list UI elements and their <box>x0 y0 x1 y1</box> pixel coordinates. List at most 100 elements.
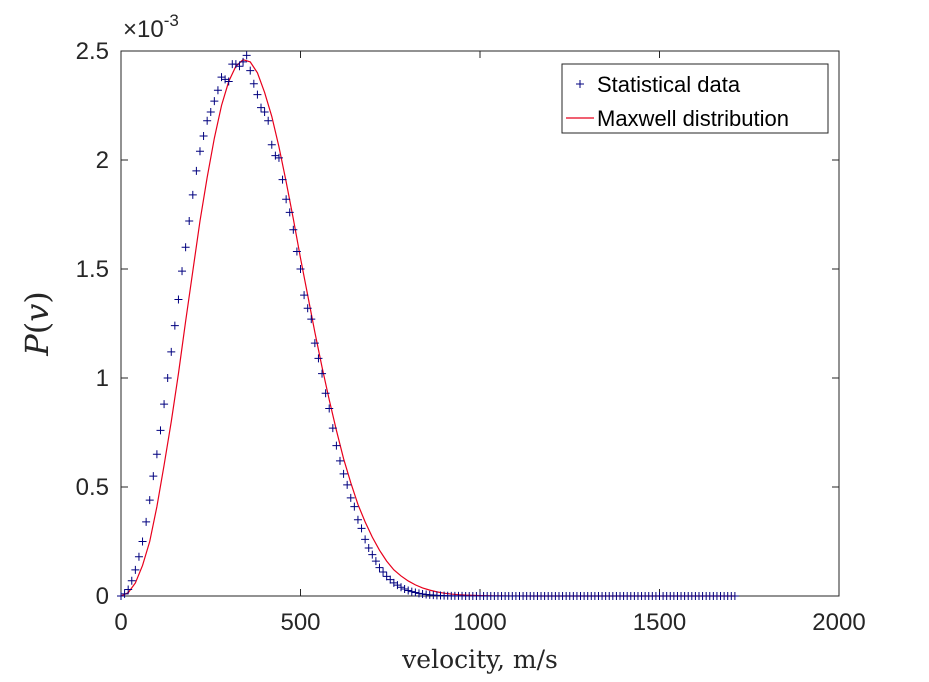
y-axis-exponent-label: ×10-3 <box>123 11 179 43</box>
statistical-data-point <box>303 304 312 313</box>
statistical-data-point <box>368 550 377 559</box>
statistical-data-point <box>289 225 298 234</box>
statistical-data-point <box>407 587 416 596</box>
statistical-data-point <box>325 404 334 413</box>
x-tick-label: 1500 <box>633 609 686 636</box>
statistical-data-point <box>192 166 201 175</box>
y-axis-ticks: 0 0.5 1 1.5 2 2.5 <box>76 38 839 610</box>
x-tick-label: 500 <box>280 609 320 636</box>
y-tick-label: 0.5 <box>76 474 109 501</box>
statistical-data-point <box>371 557 380 566</box>
statistical-data-point <box>296 265 305 273</box>
statistical-data-point <box>156 426 165 435</box>
statistical-data-point <box>335 456 344 465</box>
statistical-data-point <box>203 116 212 125</box>
statistical-data-point <box>163 374 172 382</box>
statistical-data-point <box>414 589 423 598</box>
statistical-data-point <box>246 66 255 75</box>
statistical-data-point <box>332 441 341 450</box>
y-tick-label: 0 <box>96 583 109 610</box>
statistical-data-point <box>185 217 194 226</box>
statistical-data-point <box>152 450 161 459</box>
statistical-data-point <box>253 90 262 99</box>
statistical-data-point <box>131 565 140 574</box>
x-axis-title: velocity, m/s <box>401 645 558 674</box>
statistical-data-point <box>160 400 169 409</box>
statistical-data-point <box>343 480 352 489</box>
statistical-data-point <box>404 586 413 595</box>
statistical-data-point <box>224 77 233 86</box>
legend-statistical-marker <box>576 80 584 88</box>
legend-plus-mark <box>576 80 584 88</box>
statistical-data-point <box>239 57 248 66</box>
legend-box <box>561 63 829 134</box>
statistical-data-point <box>285 208 294 217</box>
statistical-data-point <box>278 175 287 184</box>
statistical-data-point <box>375 563 384 572</box>
legend: Statistical data Maxwell distribution <box>561 63 829 134</box>
statistical-data-point <box>249 79 258 88</box>
legend-maxwell-label: Maxwell distribution <box>597 106 789 131</box>
x-axis-ticks: 0 500 1000 1500 2000 <box>114 51 866 636</box>
legend-statistical-label: Statistical data <box>597 72 741 97</box>
x-tick-label: 2000 <box>812 609 865 636</box>
statistical-data-point <box>134 552 143 561</box>
statistical-data-point <box>149 472 158 481</box>
statistical-data-point <box>260 108 269 117</box>
y-tick-label: 1 <box>96 365 109 392</box>
statistical-data-point <box>382 572 391 581</box>
statistical-data-point <box>170 321 179 330</box>
statistical-data-point <box>314 354 323 363</box>
y-tick-label: 2 <box>96 147 109 174</box>
statistical-data-point <box>235 62 244 71</box>
statistical-data-point <box>124 585 133 594</box>
statistical-data-point <box>210 97 219 106</box>
x-tick-label: 0 <box>114 609 127 636</box>
statistical-data-point <box>195 147 204 156</box>
statistical-data-point <box>142 517 151 526</box>
statistical-data-point <box>730 592 739 600</box>
statistical-data-point <box>120 589 129 598</box>
statistical-data-point <box>300 291 309 300</box>
statistical-data-point <box>267 140 276 149</box>
statistical-data-point <box>350 502 359 511</box>
statistical-data-point <box>206 108 215 117</box>
statistical-data-point <box>274 153 283 162</box>
statistical-data-point <box>181 243 190 252</box>
statistical-data-point <box>242 51 251 60</box>
statistical-data-point <box>353 515 362 524</box>
statistical-data-point <box>174 295 183 304</box>
statistical-data-point <box>357 524 366 533</box>
statistical-data-point <box>379 568 388 577</box>
statistical-data-point <box>213 86 222 95</box>
y-tick-label: 2.5 <box>76 38 109 65</box>
statistical-data-point <box>282 195 291 204</box>
statistical-data-point <box>188 190 197 199</box>
statistical-data-point <box>292 247 301 256</box>
plot-area <box>120 50 840 597</box>
statistical-data-point <box>257 103 266 112</box>
statistical-data-point <box>346 493 355 502</box>
statistical-data-point <box>307 315 316 324</box>
statistical-data-point <box>145 496 154 505</box>
statistical-data-point <box>397 583 406 592</box>
statistical-data-point <box>318 369 327 378</box>
y-tick-label: 1.5 <box>76 256 109 283</box>
statistical-data-point <box>264 116 273 125</box>
x-tick-label: 1000 <box>453 609 506 636</box>
statistical-data-point <box>339 469 348 478</box>
statistical-data-point <box>411 588 420 597</box>
statistical-data-series <box>117 51 739 600</box>
statistical-data-point <box>321 389 330 398</box>
statistical-data-point <box>138 537 147 546</box>
statistical-data-point <box>199 132 208 141</box>
statistical-data-point <box>127 576 136 585</box>
y-axis-title: P(v) <box>18 291 56 357</box>
statistical-data-point <box>328 424 337 433</box>
statistical-data-point <box>167 347 176 356</box>
statistical-data-point <box>310 339 319 348</box>
statistical-data-point <box>178 267 187 276</box>
statistical-data-point <box>364 544 373 553</box>
statistical-data-point <box>361 535 370 544</box>
